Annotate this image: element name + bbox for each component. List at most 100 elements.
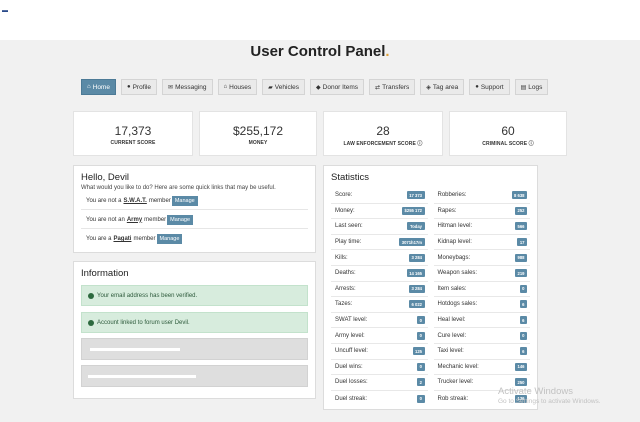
stat-badge: 146 (515, 362, 527, 371)
hello-panel: Hello, Devil What would you like to do? … (73, 165, 316, 253)
stat-row: Heal level: 6 (433, 313, 530, 329)
quick-link-suffix: member (133, 236, 156, 242)
stat-label: Trucker level: (437, 379, 474, 386)
stat-badge: 2 (417, 378, 425, 387)
stat-badge: Today (407, 222, 425, 231)
nav-label: Vehicles (274, 83, 300, 91)
stat-badge: 566 (515, 222, 527, 231)
criminal-score-value: 60 (501, 124, 515, 138)
manage-army-button[interactable]: Manage (167, 214, 194, 225)
stat-label: Last seen: (335, 223, 363, 230)
quick-link-pagati: You are a Pagati member Manage (81, 230, 308, 248)
stat-badge: 17 373 (406, 191, 425, 200)
nav-label: Profile (132, 83, 152, 91)
title-accent-dot: . (385, 43, 390, 60)
nav-donor-items[interactable]: ◆ Donor Items (310, 79, 365, 95)
watermark-subtitle: Go to Settings to activate Windows. (498, 398, 601, 405)
pagati-link[interactable]: Pagati (113, 236, 132, 242)
file-icon: ▤ (520, 84, 527, 91)
nav-label: Home (92, 83, 110, 91)
nav-support[interactable]: ● Support (469, 79, 510, 95)
criminal-score-card: 60 CRIMINAL SCORE ⓘ (449, 111, 567, 156)
stat-label: Score: (335, 192, 353, 199)
stat-row: Weapon sales: 219 (433, 266, 530, 282)
current-score-value: 17,373 (114, 124, 152, 138)
nav-vehicles[interactable]: ▰ Vehicles (262, 79, 306, 95)
stat-label: Item sales: (437, 285, 467, 292)
stat-badge: 0 (417, 316, 425, 325)
money-card: $255,172 MONEY (199, 111, 317, 156)
nav-houses[interactable]: ⌂ Houses (217, 79, 258, 95)
nav-label: Logs (528, 83, 543, 91)
stat-badge: 0 (417, 394, 425, 403)
nav-transfers[interactable]: ⇄ Transfers (369, 79, 416, 95)
money-label: MONEY (248, 140, 268, 146)
nav-label: Tag area (432, 83, 459, 91)
stat-row: Robberies: 8 638 (433, 188, 530, 204)
information-panel: Information Your email address has been … (73, 261, 316, 399)
stat-badge: 125 (412, 347, 425, 356)
envelope-icon: ✉ (168, 84, 174, 91)
stat-label: Robberies: (437, 192, 467, 199)
criminal-score-label: CRIMINAL SCORE ⓘ (482, 141, 534, 147)
nav-logs[interactable]: ▤ Logs (514, 79, 549, 95)
stat-badge: 0 (519, 331, 527, 340)
nav-home[interactable]: ⌂ Home (81, 79, 116, 95)
nav-tag-area[interactable]: ◈ Tag area (420, 79, 465, 95)
quick-link-suffix: member (148, 197, 171, 204)
law-enforcement-label: LAW ENFORCEMENT SCORE ⓘ (343, 141, 423, 147)
stat-row: SWAT level: 0 (331, 313, 428, 329)
army-link[interactable]: Army (126, 216, 143, 223)
top-bar: ▬ (0, 0, 640, 40)
stat-row: Play time: 3071h17m (331, 235, 428, 251)
stat-row: Cure level: 0 (433, 328, 530, 344)
information-title: Information (81, 268, 129, 279)
stat-label: Mechanic level: (437, 363, 479, 370)
page-title: User Control Panel. (0, 43, 640, 60)
user-icon: ● (126, 84, 131, 90)
stat-badge: 6 (519, 347, 527, 356)
stat-label: Rapes: (437, 207, 457, 214)
stat-badge: 219 (515, 269, 527, 278)
manage-pagati-button[interactable]: Manage (156, 234, 183, 244)
stat-badge: 3 284 (409, 253, 425, 262)
redaction-mark (88, 375, 196, 378)
stat-badge: 0 (417, 362, 425, 371)
stat-row: Hotdogs sales: 6 (433, 297, 530, 313)
stat-label: Weapon sales: (437, 270, 478, 277)
stat-row: Trucker level: 250 (433, 375, 530, 391)
nav-label: Donor Items (322, 83, 359, 91)
stat-label: Kidnap level: (437, 239, 472, 246)
stat-row: Kills: 3 284 (331, 250, 428, 266)
manage-swat-button[interactable]: Manage (171, 195, 198, 206)
quick-link-prefix: You are not an (86, 216, 125, 223)
stat-label: Duel wins: (335, 363, 363, 370)
stat-badge: 3 284 (409, 284, 425, 293)
nav-label: Transfers (382, 83, 410, 91)
stat-badge: 0 (519, 284, 527, 293)
stat-row: Money: $255 172 (331, 204, 428, 220)
stat-badge: 17 (517, 238, 527, 247)
swat-link[interactable]: S.W.A.T. (123, 197, 147, 204)
stat-badge: 136 (515, 394, 527, 403)
stat-label: Duel streak: (335, 395, 368, 402)
stat-row: Moneybags: 988 (433, 250, 530, 266)
stat-label: Hitman level: (437, 223, 473, 230)
stat-row: Arrests: 3 284 (331, 282, 428, 298)
hello-subtitle: What would you like to do? Here are some… (81, 185, 276, 191)
stat-label: Arrests: (335, 285, 356, 292)
page-title-text: User Control Panel (250, 43, 386, 60)
money-value: $255,172 (232, 124, 284, 138)
stat-badge: 14 165 (406, 269, 425, 278)
law-enforcement-value: 28 (376, 124, 390, 138)
stat-row: Hitman level: 566 (433, 219, 530, 235)
check-circle-icon (88, 319, 94, 326)
stat-label: Duel losses: (335, 379, 368, 386)
nav-messaging[interactable]: ✉ Messaging (162, 79, 213, 95)
stat-label: Hotdogs sales: (437, 301, 478, 308)
quick-link-prefix: You are a (86, 236, 112, 242)
main-nav: ⌂ Home ● Profile ✉ Messaging ⌂ Houses ▰ Vehic… (81, 79, 549, 95)
car-icon: ▰ (268, 84, 273, 91)
nav-profile[interactable]: ● Profile (120, 79, 158, 95)
mask-icon: ◆ (316, 84, 321, 91)
